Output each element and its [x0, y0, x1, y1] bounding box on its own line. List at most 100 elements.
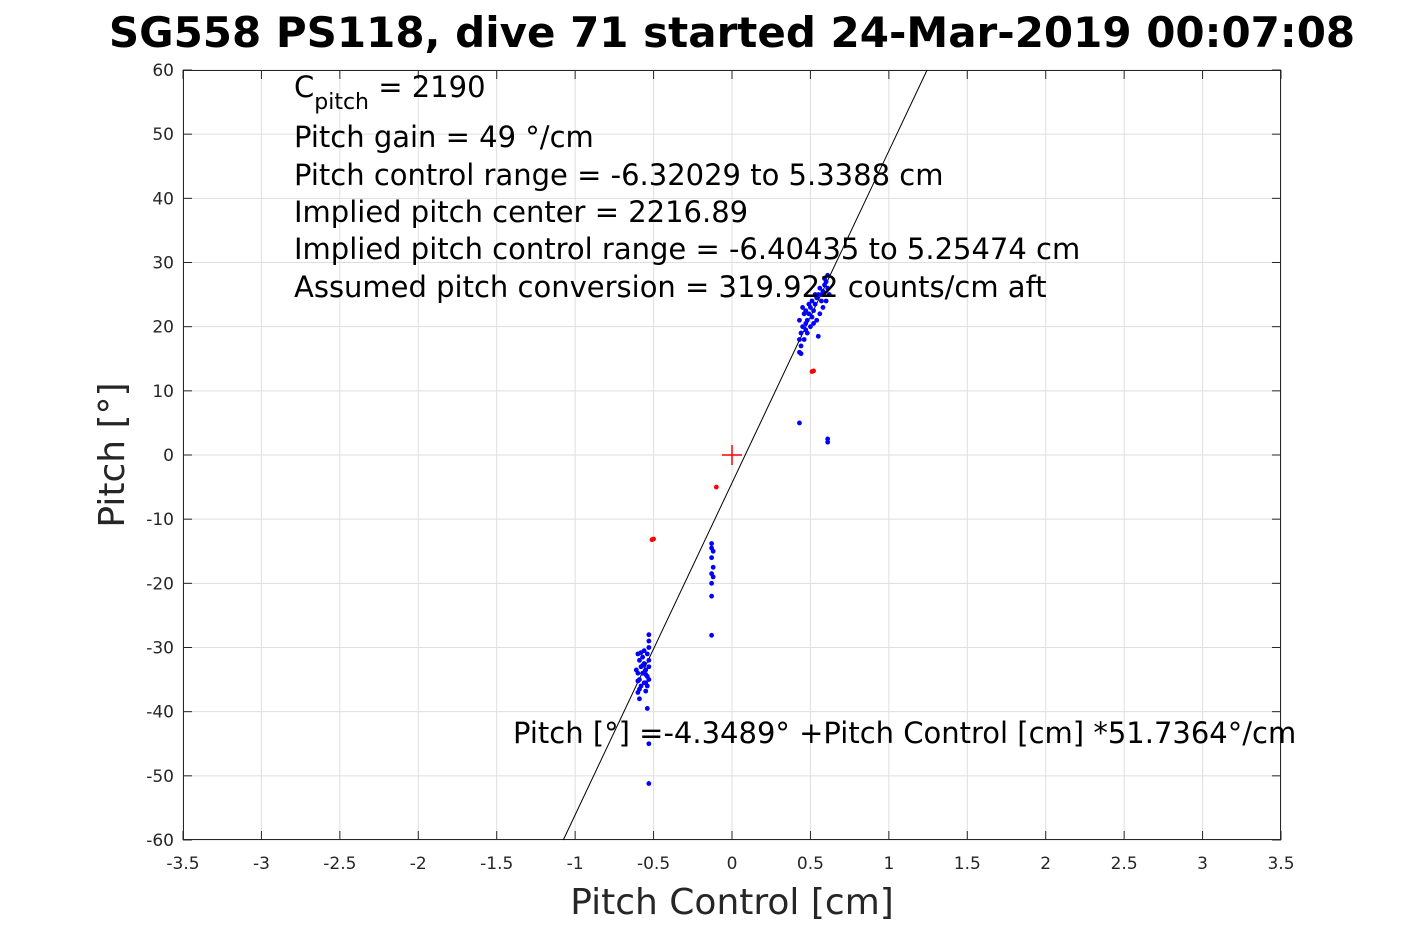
data-point	[646, 741, 652, 747]
data-point	[646, 781, 652, 786]
data-point	[800, 305, 805, 310]
y-tick-label: 40	[152, 189, 174, 209]
data-point	[809, 314, 815, 320]
data-point	[822, 276, 827, 281]
fit-line	[562, 69, 928, 841]
conversion-annotation: Assumed pitch conversion = 319.922 count…	[294, 270, 1047, 304]
y-tick-label: 50	[152, 125, 174, 145]
data-point	[801, 337, 807, 342]
data-point	[643, 672, 649, 677]
data-point	[710, 564, 716, 570]
data-point	[825, 272, 831, 278]
data-point	[643, 667, 649, 673]
scatter-points	[633, 272, 832, 786]
data-point	[811, 321, 816, 326]
x-tick-label: 3.5	[1267, 854, 1294, 874]
x-tick-label: -0.5	[637, 854, 670, 874]
y-tick-label: -30	[146, 639, 174, 659]
x-tick-label: -2	[410, 854, 427, 874]
chart-title: SG558 PS118, dive 71 started 24-Mar-2019…	[109, 8, 1355, 57]
data-point	[644, 706, 650, 711]
implied-center-annotation: Implied pitch center = 2216.89	[294, 195, 748, 229]
data-point	[819, 298, 824, 304]
c-pitch-subscript: pitch	[314, 90, 369, 115]
data-point	[709, 632, 715, 638]
y-tick-label: 10	[152, 382, 174, 402]
data-point	[825, 439, 831, 445]
data-point	[825, 285, 831, 291]
data-point	[800, 324, 805, 330]
pitch-gain-annotation: Pitch gain = 49 °/cm	[294, 120, 594, 154]
data-point	[646, 664, 652, 670]
fit-equation-annotation: Pitch [°] =-4.3489° +Pitch Control [cm] …	[513, 716, 1296, 750]
data-point	[646, 677, 652, 682]
data-point	[709, 541, 715, 546]
data-point	[823, 298, 829, 304]
x-tick-label: 0	[727, 854, 738, 874]
data-point	[637, 686, 642, 692]
data-point	[826, 292, 832, 297]
data-point	[646, 645, 652, 650]
x-tick-label: -1.5	[480, 854, 513, 874]
data-point	[817, 311, 823, 317]
flagged-point	[651, 536, 656, 542]
y-tick-label: 60	[152, 61, 174, 81]
x-tick-label: -2.5	[323, 854, 356, 874]
y-tick-label: -50	[146, 767, 174, 787]
data-point	[815, 333, 821, 339]
x-tick-label: 1	[883, 854, 894, 874]
axis-ticks: -3.5 -3 -2.5 -2 -1.5 -1 -0.5 0 0.5 1 1.5 2 2.5 3 3.5 60…	[146, 61, 1294, 874]
data-point	[709, 593, 715, 599]
data-point	[644, 651, 650, 657]
data-point	[798, 343, 804, 349]
data-point	[817, 285, 823, 291]
x-tick-label: 3	[1197, 854, 1208, 874]
data-point	[803, 308, 809, 314]
y-tick-label: -20	[146, 574, 174, 594]
fit-line-group	[562, 69, 928, 841]
y-tick-label: 20	[152, 318, 174, 338]
x-tick-label: -1	[567, 854, 584, 874]
data-point	[638, 650, 644, 656]
y-axis-label: Pitch [°]	[92, 382, 133, 527]
center-marker-group	[722, 445, 742, 465]
x-tick-label: 2	[1040, 854, 1051, 874]
data-point	[644, 683, 650, 689]
data-point	[646, 632, 652, 638]
flagged-point	[811, 368, 816, 374]
data-point	[820, 305, 826, 310]
data-point	[633, 667, 639, 673]
data-point	[797, 317, 802, 323]
x-tick-label: -3	[253, 854, 270, 874]
data-point	[798, 351, 804, 357]
data-point	[797, 337, 802, 342]
x-tick-label: 1.5	[954, 854, 981, 874]
data-point	[812, 301, 818, 307]
data-point	[641, 680, 647, 686]
data-point	[710, 548, 716, 554]
data-point	[808, 324, 813, 330]
data-point	[637, 657, 642, 663]
y-tick-label: 0	[163, 446, 174, 466]
data-point	[640, 654, 645, 660]
y-tick-label: 30	[152, 254, 174, 274]
data-point	[637, 696, 642, 702]
data-point	[643, 688, 649, 694]
data-point	[806, 311, 812, 317]
control-range-annotation: Pitch control range = -6.32029 to 5.3388…	[294, 158, 943, 192]
data-point	[812, 292, 818, 297]
y-tick-label: -10	[146, 510, 174, 530]
annotation-block: Cpitch = 2190 Pitch gain = 49 °/cm Pitch…	[294, 70, 1296, 750]
flagged-point	[713, 484, 719, 490]
data-point	[709, 580, 715, 586]
c-pitch-value: = 2190	[369, 70, 486, 104]
y-tick-label: -40	[146, 703, 174, 723]
data-point	[709, 555, 715, 561]
x-tick-label: 2.5	[1111, 854, 1138, 874]
y-tick-label: -60	[146, 831, 174, 851]
data-point	[798, 330, 804, 336]
data-point	[804, 330, 810, 336]
x-tick-label: -3.5	[166, 854, 199, 874]
data-point	[814, 317, 820, 323]
